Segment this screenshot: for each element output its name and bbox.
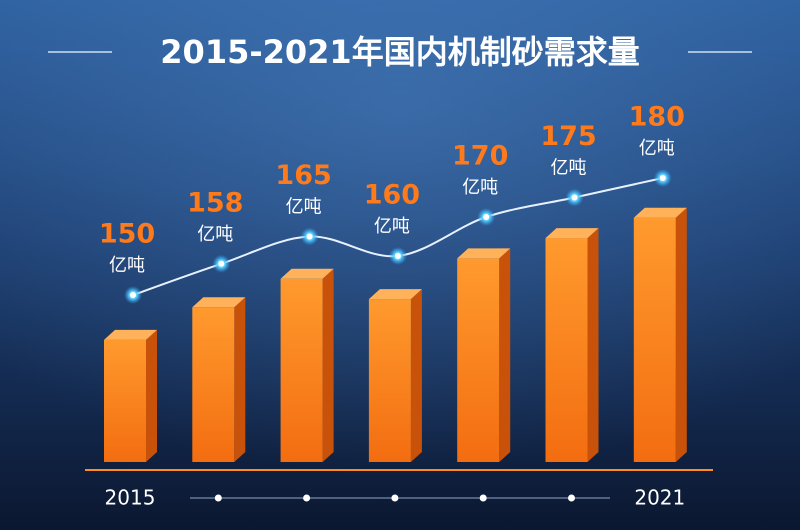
value-label: 175 [540,121,596,152]
unit-label: 亿吨 [197,224,233,245]
timeline-dot [568,494,575,502]
bar-top [457,248,511,259]
bar-side [322,268,334,462]
bar-side [675,207,687,462]
value-label: 170 [452,141,508,172]
timeline-dot [214,494,222,502]
bar [457,258,500,462]
value-label: 180 [629,102,685,133]
unit-label: 亿吨 [109,255,145,276]
timeline-dot [303,494,311,502]
point [483,214,490,220]
bar-top [368,289,422,300]
bar-top [192,297,246,308]
bar-top [545,228,599,239]
bar-side [146,329,157,462]
unit-label: 亿吨 [639,138,675,159]
bar-side [234,297,246,462]
unit-label: 亿吨 [374,216,410,237]
point [571,194,578,201]
timeline-dot [391,494,399,502]
value-label: 158 [187,187,243,218]
x-tick-label: 2015 [105,486,156,510]
bar-side [587,228,599,462]
value-label: 160 [364,180,420,211]
bar [280,278,323,462]
bar [368,299,411,462]
unit-label: 亿吨 [462,177,498,198]
x-tick-label: 2021 [634,486,685,510]
point [306,233,313,240]
chart-title: 2015-2021年国内机制砂需求量 [160,33,639,71]
bar-top [633,207,687,218]
point [659,175,666,181]
point [394,253,401,259]
bar [545,238,588,462]
bar [104,339,146,462]
unit-label: 亿吨 [286,197,322,218]
value-label: 150 [99,219,155,250]
bar-side [410,289,422,462]
bar-top [280,268,334,279]
point [218,260,225,267]
timeline-dot [479,494,487,502]
bar [633,217,676,462]
bar-top [104,329,157,340]
bar [192,307,235,462]
point [130,292,136,298]
bar-side [499,248,511,462]
value-label: 165 [275,160,331,191]
unit-label: 亿吨 [551,158,587,179]
